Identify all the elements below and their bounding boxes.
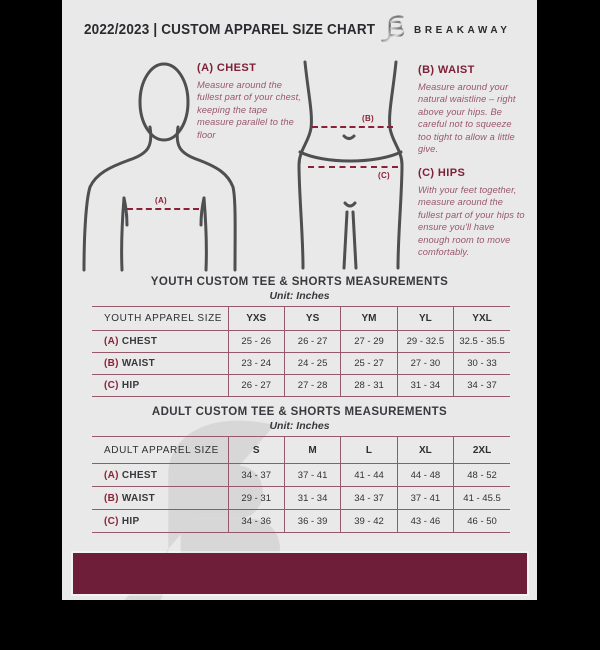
table-header-row: ADULT APPAREL SIZE S M L XL 2XL xyxy=(92,436,510,464)
measurement-row: (A) CHEST 25 - 26 26 - 27 27 - 29 29 - 32.5 3… xyxy=(92,330,510,353)
row-label-prefix: (B) xyxy=(104,492,119,504)
measurement-value: 25 - 26 xyxy=(227,330,285,353)
size-column-header: 2XL xyxy=(453,436,510,464)
adult-table-unit: Unit: Inches xyxy=(269,420,330,432)
row-label: (B) WAIST xyxy=(92,352,228,375)
measurement-value: 29 - 31 xyxy=(227,486,285,510)
measurement-value: 26 - 27 xyxy=(283,330,341,353)
measurement-value: 24 - 25 xyxy=(283,352,341,375)
row-label: (C) HIP xyxy=(92,374,228,397)
measurement-value: 32.5 - 35.5 xyxy=(453,330,510,353)
size-column-header: S xyxy=(227,436,285,464)
measurement-value: 36 - 39 xyxy=(283,509,341,533)
size-column-header: L xyxy=(340,436,398,464)
size-column-header: YL xyxy=(396,306,454,331)
measurement-value: 46 - 50 xyxy=(453,509,510,533)
row-label-prefix: (C) xyxy=(104,515,119,527)
size-column-header: XL xyxy=(396,436,454,464)
footer-accent-bar xyxy=(73,553,527,594)
measurement-value: 34 - 37 xyxy=(227,463,285,487)
adult-table-title: ADULT CUSTOM TEE & SHORTS MEASUREMENTS xyxy=(151,406,448,418)
measurement-value: 27 - 30 xyxy=(396,352,454,375)
measurement-value: 31 - 34 xyxy=(396,374,454,397)
brand-name: BREAKAWAY xyxy=(414,25,511,36)
size-column-header: YXL xyxy=(453,306,510,331)
row-label: (A) CHEST xyxy=(92,330,228,353)
size-column-header: YM xyxy=(340,306,398,331)
measurement-row: (A) CHEST 34 - 37 37 - 41 41 - 44 44 - 48 48 … xyxy=(92,463,510,487)
waist-instructions: Measure around your natural waistline – … xyxy=(418,82,516,155)
measurement-row: (B) WAIST 29 - 31 31 - 34 34 - 37 37 - 41 41 … xyxy=(92,486,510,510)
measurement-value: 28 - 31 xyxy=(340,374,398,397)
breakaway-b-logo-icon xyxy=(381,15,405,42)
chest-marker-label: (A) xyxy=(155,196,168,205)
measurement-value: 41 - 45.5 xyxy=(453,486,510,510)
row-label-prefix: (B) xyxy=(104,358,119,369)
apparel-size-header: ADULT APPAREL SIZE xyxy=(92,436,228,464)
chest-instructions: Measure around the fullest part of your … xyxy=(197,80,301,140)
measurement-value: 27 - 29 xyxy=(340,330,398,353)
row-label: (B) WAIST xyxy=(92,486,228,510)
size-chart-document: 2022/2023 | CUSTOM APPAREL SIZE CHART BR… xyxy=(62,0,537,623)
size-column-header: YXS xyxy=(227,306,285,331)
measurement-value: 23 - 24 xyxy=(227,352,285,375)
measurement-value: 37 - 41 xyxy=(396,486,454,510)
table-header-row: YOUTH APPAREL SIZE YXS YS YM YL YXL xyxy=(92,306,510,331)
chest-heading: (A) CHEST xyxy=(197,62,257,74)
measurement-value: 43 - 46 xyxy=(396,509,454,533)
measurement-value: 31 - 34 xyxy=(283,486,341,510)
measurement-value: 44 - 48 xyxy=(396,463,454,487)
measurement-value: 48 - 52 xyxy=(453,463,510,487)
measurement-value: 27 - 28 xyxy=(283,374,341,397)
measurement-value: 26 - 27 xyxy=(227,374,285,397)
youth-table-title: YOUTH CUSTOM TEE & SHORTS MEASUREMENTS xyxy=(150,276,449,288)
hips-marker-label: (C) xyxy=(378,171,391,180)
waist-heading: (B) WAIST xyxy=(418,64,475,76)
row-label-prefix: (A) xyxy=(104,336,119,347)
row-label: (A) CHEST xyxy=(92,463,228,487)
measurement-value: 34 - 37 xyxy=(340,486,398,510)
page-title: 2022/2023 | CUSTOM APPAREL SIZE CHART xyxy=(84,22,376,38)
measurement-value: 29 - 32.5 xyxy=(396,330,454,353)
waist-marker-label: (B) xyxy=(362,114,375,123)
youth-size-table: YOUTH APPAREL SIZE YXS YS YM YL YXL (A) CHEST 2… xyxy=(92,306,510,397)
hips-heading: (C) HIPS xyxy=(418,167,466,179)
size-column-header: M xyxy=(283,436,341,464)
waist-measure-line xyxy=(312,126,393,128)
measurement-value: 39 - 42 xyxy=(340,509,398,533)
measurement-value: 30 - 33 xyxy=(453,352,510,375)
measurement-value: 34 - 37 xyxy=(453,374,510,397)
chest-measure-line xyxy=(127,208,199,210)
lower-body-figure xyxy=(297,60,404,270)
youth-table-unit: Unit: Inches xyxy=(269,290,330,302)
measurement-row: (C) HIP 34 - 36 36 - 39 39 - 42 43 - 46 46 - … xyxy=(92,509,510,533)
row-label-prefix: (C) xyxy=(104,380,119,391)
measurement-value: 37 - 41 xyxy=(283,463,341,487)
row-label: (C) HIP xyxy=(92,509,228,533)
size-column-header: YS xyxy=(283,306,341,331)
hips-instructions: With your feet together, measure around … xyxy=(418,185,525,258)
apparel-size-header: YOUTH APPAREL SIZE xyxy=(92,306,228,331)
measurement-row: (C) HIP 26 - 27 27 - 28 28 - 31 31 - 34 34 - … xyxy=(92,374,510,397)
adult-size-table: ADULT APPAREL SIZE S M L XL 2XL (A) CHEST 34 - … xyxy=(92,436,510,533)
measurement-value: 25 - 27 xyxy=(340,352,398,375)
row-label-prefix: (A) xyxy=(104,469,119,481)
hips-measure-line xyxy=(308,166,398,168)
torso-figure xyxy=(82,62,237,272)
measurement-value: 41 - 44 xyxy=(340,463,398,487)
measurement-value: 34 - 36 xyxy=(227,509,285,533)
measurement-row: (B) WAIST 23 - 24 24 - 25 25 - 27 27 - 30 30 … xyxy=(92,352,510,375)
